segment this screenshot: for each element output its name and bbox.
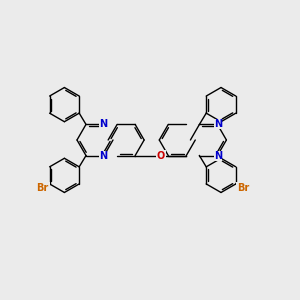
Text: O: O <box>157 151 165 160</box>
Text: N: N <box>214 119 223 129</box>
Text: Br: Br <box>237 183 249 193</box>
Text: N: N <box>99 119 107 129</box>
Text: N: N <box>99 151 107 161</box>
Text: Br: Br <box>37 183 49 193</box>
Text: N: N <box>214 151 223 161</box>
